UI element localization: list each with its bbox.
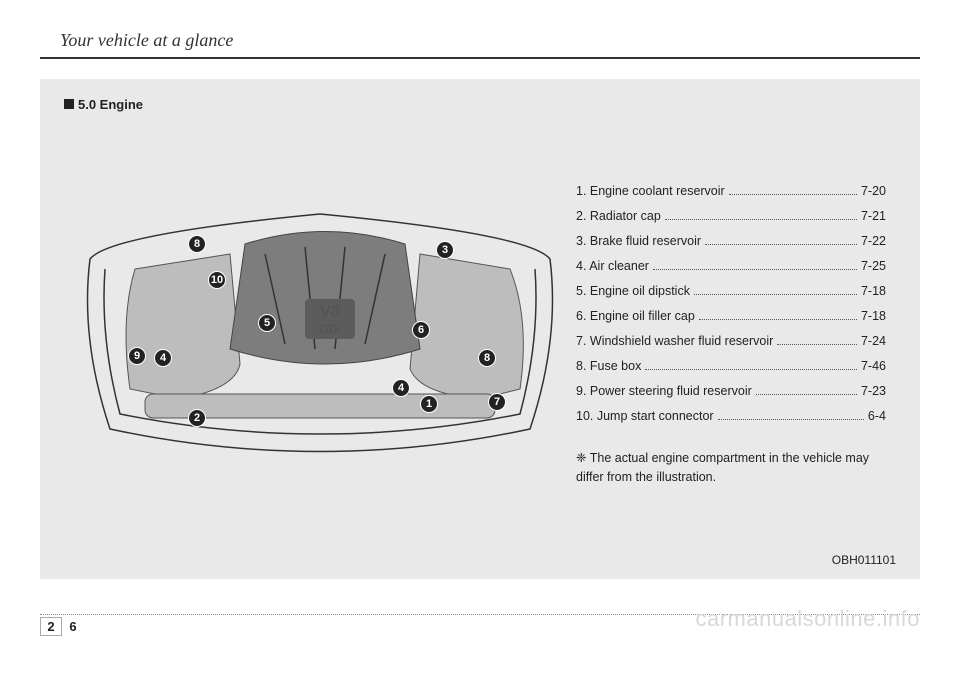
list-item-label: 9. Power steering fluid reservoir xyxy=(576,379,752,404)
list-item-ref: 7-21 xyxy=(861,204,886,229)
leader-dots xyxy=(694,286,857,295)
list-item-label: 1. Engine coolant reservoir xyxy=(576,179,725,204)
callout-marker: 3 xyxy=(436,241,454,259)
note-symbol: ❈ xyxy=(576,451,586,465)
chapter-number: 2 xyxy=(40,617,62,636)
list-item: 4. Air cleaner 7-25 xyxy=(576,254,886,279)
leader-dots xyxy=(705,236,857,245)
leader-dots xyxy=(729,186,857,195)
engine-label: 5.0 Engine xyxy=(64,97,896,112)
list-item-ref: 7-25 xyxy=(861,254,886,279)
list-item: 2. Radiator cap 7-21 xyxy=(576,204,886,229)
figure-code: OBH011101 xyxy=(832,553,896,567)
header-rule xyxy=(40,57,920,59)
leader-dots xyxy=(777,336,857,345)
list-item: 1. Engine coolant reservoir 7-20 xyxy=(576,179,886,204)
list-item-label: 8. Fuse box xyxy=(576,354,641,379)
callout-marker: 6 xyxy=(412,321,430,339)
leader-dots xyxy=(699,311,857,320)
component-list: 1. Engine coolant reservoir7-202. Radiat… xyxy=(576,179,886,429)
list-item-ref: 7-22 xyxy=(861,229,886,254)
page-number: 6 xyxy=(62,618,84,635)
callout-marker: 1 xyxy=(420,395,438,413)
page-header: Your vehicle at a glance xyxy=(40,30,920,59)
list-item: 6. Engine oil filler cap 7-18 xyxy=(576,304,886,329)
callout-marker: 10 xyxy=(208,271,226,289)
list-item: 10. Jump start connector 6-4 xyxy=(576,404,886,429)
engine-svg: V8 GDi xyxy=(60,199,580,479)
list-item: 3. Brake fluid reservoir 7-22 xyxy=(576,229,886,254)
engine-badge-bottom: GDi xyxy=(319,322,340,336)
figure-panel: 5.0 Engine V8 GDi 831056948 xyxy=(40,79,920,579)
watermark: carmanualsonline.info xyxy=(695,606,920,632)
note-text: The actual engine compartment in the veh… xyxy=(576,451,869,484)
list-item-ref: 7-24 xyxy=(861,329,886,354)
list-item-label: 3. Brake fluid reservoir xyxy=(576,229,701,254)
section-title: Your vehicle at a glance xyxy=(40,30,920,57)
page-footer: 2 6 carmanualsonline.info xyxy=(40,614,920,636)
list-item-label: 4. Air cleaner xyxy=(576,254,649,279)
callout-marker: 2 xyxy=(188,409,206,427)
leader-dots xyxy=(665,211,857,220)
engine-diagram: V8 GDi 8310569484127 xyxy=(60,199,580,479)
callout-marker: 8 xyxy=(188,235,206,253)
figure-note: ❈ The actual engine compartment in the v… xyxy=(576,449,886,487)
callout-marker: 4 xyxy=(392,379,410,397)
callout-marker: 8 xyxy=(478,349,496,367)
list-item: 5. Engine oil dipstick 7-18 xyxy=(576,279,886,304)
engine-label-text: 5.0 Engine xyxy=(78,97,143,112)
list-item-label: 2. Radiator cap xyxy=(576,204,661,229)
list-item: 9. Power steering fluid reservoir 7-23 xyxy=(576,379,886,404)
list-item: 7. Windshield washer fluid reservoir 7-24 xyxy=(576,329,886,354)
leader-dots xyxy=(653,261,857,270)
manual-page: Your vehicle at a glance 5.0 Engine xyxy=(0,0,960,676)
leader-dots xyxy=(718,411,864,420)
callout-marker: 9 xyxy=(128,347,146,365)
bullet-square-icon xyxy=(64,99,74,109)
list-item-label: 10. Jump start connector xyxy=(576,404,714,429)
list-item-ref: 7-18 xyxy=(861,279,886,304)
list-item-label: 6. Engine oil filler cap xyxy=(576,304,695,329)
leader-dots xyxy=(756,386,857,395)
list-item-label: 5. Engine oil dipstick xyxy=(576,279,690,304)
callout-marker: 7 xyxy=(488,393,506,411)
list-item-ref: 7-23 xyxy=(861,379,886,404)
callout-marker: 5 xyxy=(258,314,276,332)
engine-badge-top: V8 xyxy=(320,302,341,321)
list-item: 8. Fuse box 7-46 xyxy=(576,354,886,379)
leader-dots xyxy=(645,361,857,370)
list-item-ref: 6-4 xyxy=(868,404,886,429)
list-item-ref: 7-20 xyxy=(861,179,886,204)
list-item-label: 7. Windshield washer fluid reservoir xyxy=(576,329,773,354)
callout-marker: 4 xyxy=(154,349,172,367)
list-item-ref: 7-18 xyxy=(861,304,886,329)
list-item-ref: 7-46 xyxy=(861,354,886,379)
